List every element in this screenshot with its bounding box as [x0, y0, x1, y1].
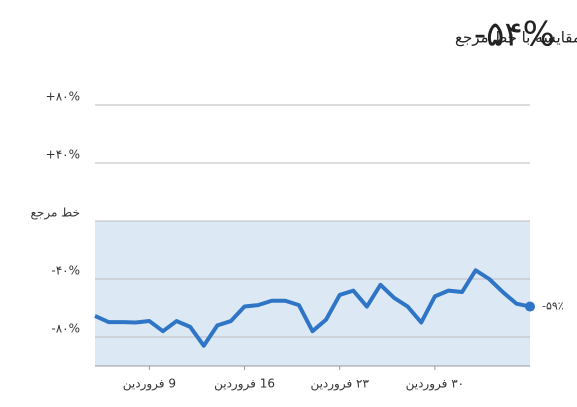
y-tick-label: +۸۰%	[46, 90, 80, 104]
x-tick-label: ۲۳ فروردین	[310, 377, 369, 392]
y-tick-label: -۴۰%	[51, 264, 80, 278]
x-tick-label: 9 فروردین	[123, 377, 176, 392]
y-tick-label: +۴۰%	[46, 148, 80, 162]
x-tick-label: ۳۰ فروردین	[406, 377, 464, 392]
headline: -۵۴%	[474, 15, 555, 55]
chart-title: متوسط دوره در مقایسه با خط مرجع	[455, 29, 577, 47]
x-tick-label: 16 فروردین	[214, 377, 275, 392]
y-tick-label: -۸۰%	[51, 322, 80, 336]
y-tick-label: خط مرجع	[31, 206, 80, 221]
end-point	[525, 301, 535, 312]
end-label: -۵۹٪	[542, 300, 564, 313]
below-reference-band	[95, 221, 530, 366]
line-series	[94, 268, 531, 348]
